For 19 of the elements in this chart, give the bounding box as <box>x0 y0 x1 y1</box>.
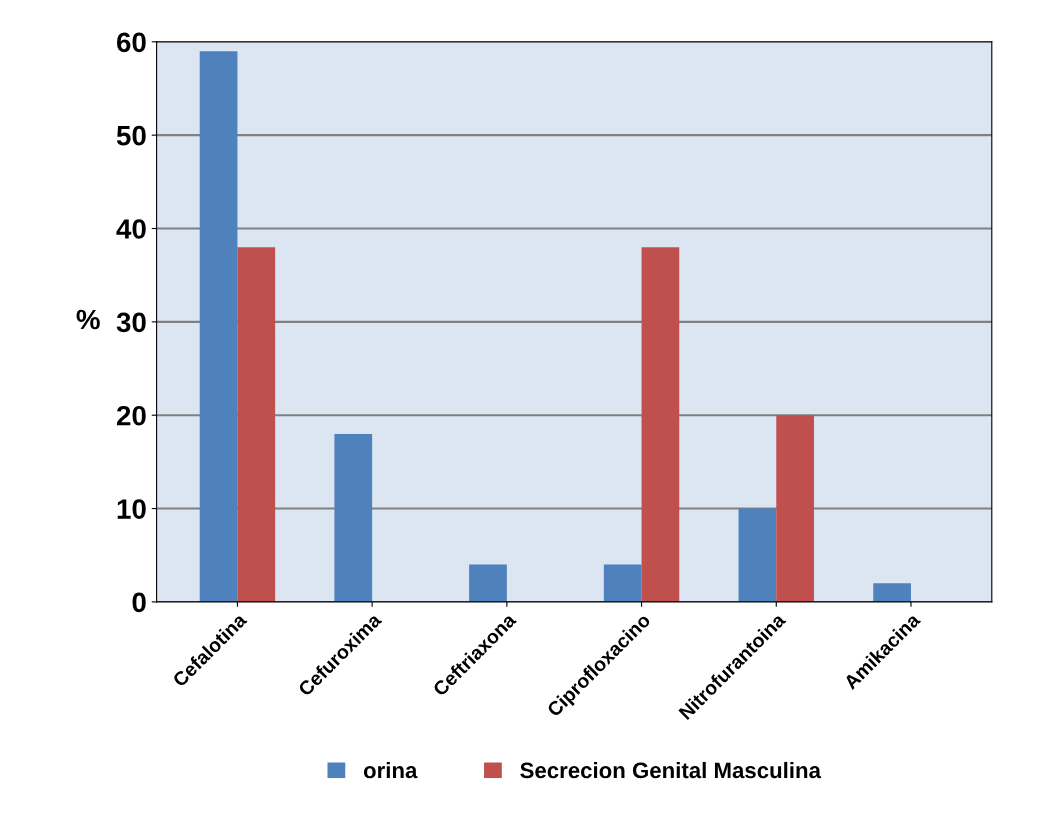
bar <box>776 415 814 602</box>
legend-label: Secrecion Genital Masculina <box>520 761 822 779</box>
legend-label: orina <box>363 761 418 779</box>
y-tick-label: 40 <box>116 219 146 239</box>
y-tick-label: 0 <box>132 592 146 613</box>
y-tick-label: 10 <box>117 499 146 519</box>
y-axis-title: % <box>76 309 100 330</box>
bar <box>469 564 507 602</box>
bar <box>873 583 911 602</box>
bar <box>738 508 777 602</box>
y-tick-label: 60 <box>117 32 146 53</box>
bar <box>334 433 373 602</box>
bar <box>603 564 642 602</box>
bar <box>641 247 680 602</box>
y-tick-label: 30 <box>116 312 146 333</box>
bar <box>199 51 238 602</box>
y-tick-label: 20 <box>116 405 146 426</box>
y-tick-label: 50 <box>116 125 146 146</box>
bar <box>237 247 276 602</box>
